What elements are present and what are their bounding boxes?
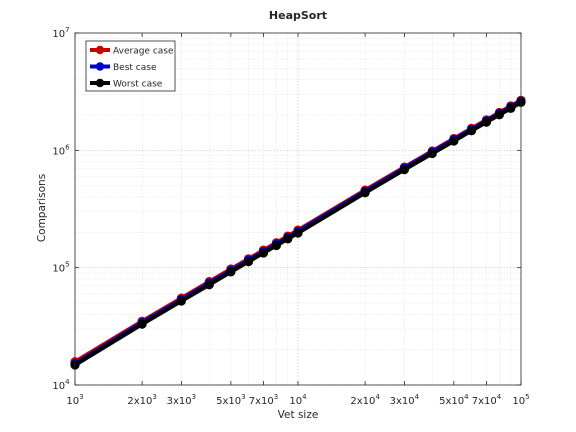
chart-title: HeapSort [269, 9, 327, 22]
x-tick-label: 5x104 [439, 393, 469, 407]
y-tick-label: 104 [52, 378, 70, 392]
y-tick-label: 106 [52, 143, 70, 157]
data-point-worst-case [226, 267, 236, 277]
data-point-worst-case [481, 117, 492, 127]
data-point-worst-case [243, 257, 254, 267]
data-point-worst-case [449, 136, 459, 146]
y-tick-label: 107 [52, 26, 69, 40]
x-tick-label: 103 [66, 393, 83, 407]
data-point-worst-case [399, 165, 409, 175]
legend-label-best-case: Best case [113, 63, 157, 73]
data-point-worst-case [427, 148, 437, 159]
x-axis-ticks: 103 2x103 3x103 5x103 7x103 104 2x104 3x104 5x10… [66, 33, 530, 407]
x-tick-label: 2x103 [127, 393, 156, 407]
data-point-worst-case [293, 228, 303, 238]
legend-marker-worst-case [95, 78, 105, 88]
data-point-worst-case [258, 248, 269, 258]
data-point-worst-case [494, 110, 504, 120]
legend-marker-average-case [95, 45, 105, 55]
series-layer [70, 95, 526, 370]
x-axis-label: Vet size [278, 409, 319, 421]
legend-label-worst-case: Worst case [113, 80, 163, 90]
x-tick-label: 104 [289, 393, 307, 407]
x-tick-label: 5x103 [216, 393, 245, 407]
data-point-worst-case [137, 319, 147, 329]
data-point-worst-case [506, 103, 516, 113]
y-tick-label: 105 [52, 261, 69, 275]
data-point-worst-case [466, 126, 477, 136]
data-point-worst-case [283, 234, 293, 244]
x-tick-label: 7x104 [472, 393, 502, 407]
data-point-worst-case [204, 280, 214, 290]
data-point-worst-case [176, 296, 186, 306]
x-tick-label: 7x103 [249, 393, 278, 407]
legend: Average case Best case Worst case [85, 40, 176, 92]
legend-marker-best-case [95, 62, 105, 71]
x-tick-label: 2x104 [350, 393, 380, 407]
x-tick-label: 105 [512, 393, 529, 407]
x-tick-label: 3x104 [390, 393, 420, 407]
y-axis-label: Comparisons [36, 174, 48, 242]
data-point-worst-case [271, 240, 281, 251]
x-tick-label: 3x103 [167, 393, 196, 407]
legend-label-average-case: Average case [113, 47, 174, 57]
series-worst-case [70, 97, 526, 370]
y-axis-ticks: 104 105 106 107 [52, 26, 521, 392]
data-point-worst-case [360, 188, 370, 198]
